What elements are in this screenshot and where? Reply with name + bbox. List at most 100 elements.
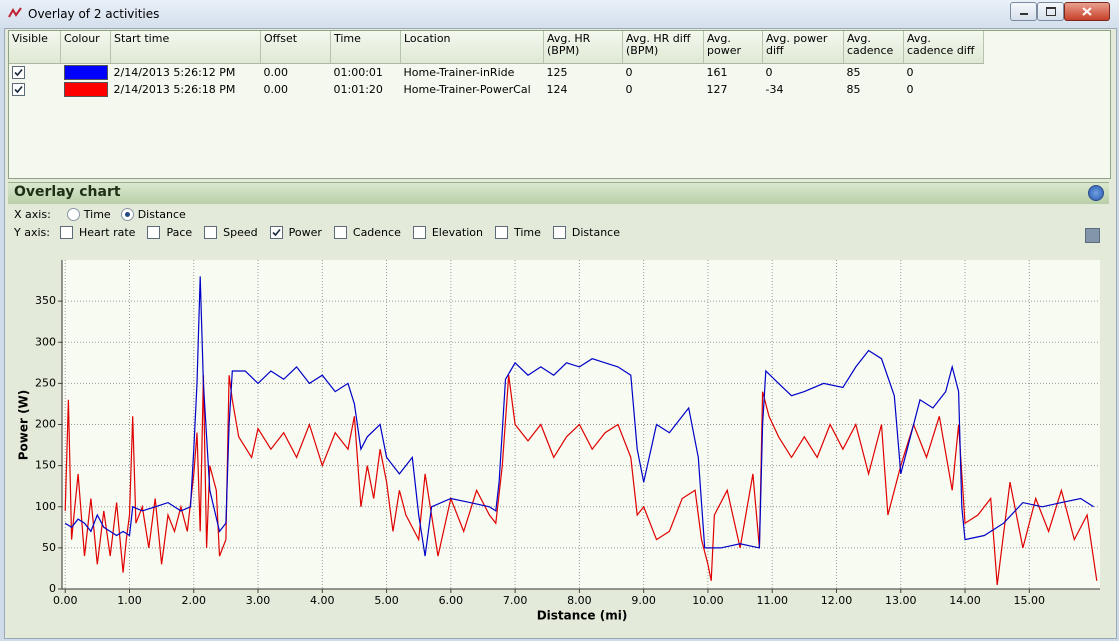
x-tick-label: 3.00: [246, 594, 271, 607]
table-cell: 0: [906, 66, 914, 79]
y-tick-label: 150: [35, 459, 56, 472]
table-cell: 01:01:20: [333, 83, 383, 96]
window-title: Overlay of 2 activities: [28, 7, 160, 21]
column-header: Avg. power: [703, 31, 763, 64]
column-header: Avg. cadence diff: [903, 31, 984, 64]
table-cell: 0: [625, 66, 633, 79]
y-tick-label: 350: [35, 294, 56, 307]
collapse-button[interactable]: [1088, 185, 1104, 201]
table-cell: 0.00: [263, 66, 289, 79]
x-tick-label: 6.00: [439, 594, 464, 607]
radio-label: Time: [83, 207, 111, 221]
x-tick-label: 4.00: [310, 594, 335, 607]
checkbox[interactable]: [333, 225, 347, 239]
visible-checkbox[interactable]: [12, 66, 25, 80]
column-header: Start time: [110, 31, 261, 64]
visible-checkbox[interactable]: [12, 83, 25, 97]
checkbox-label: Time: [513, 225, 541, 239]
x-tick-label: 5.00: [374, 594, 399, 607]
x-tick-label: 0.00: [53, 594, 78, 607]
x-tick-label: 13.00: [885, 594, 917, 607]
y-tick-label: 200: [35, 418, 56, 431]
table-cell: 01:00:01: [333, 66, 383, 79]
close-button[interactable]: [1064, 2, 1110, 21]
maximize-button[interactable]: [1037, 2, 1064, 21]
x-axis-title: Distance (mi): [537, 609, 628, 623]
colour-swatch: [63, 82, 108, 97]
visible-cell: [9, 81, 61, 98]
x-tick-label: 8.00: [567, 594, 592, 607]
x-axis-options: X axis: Time Distance: [14, 206, 192, 222]
activity-table: Visible Colour Start time Offset Time Locatio…: [8, 30, 1111, 179]
table-cell: 85: [846, 83, 861, 96]
app-icon: [8, 7, 22, 18]
table-cell: 124: [546, 83, 568, 96]
checkbox-label: Speed: [223, 225, 258, 239]
x-tick-label: 1.00: [117, 594, 142, 607]
checkbox[interactable]: [552, 225, 566, 239]
table-cell: 125: [546, 66, 568, 79]
x-tick-label: 15.00: [1014, 594, 1046, 607]
column-header: Colour: [60, 31, 111, 64]
table-cell: -34: [765, 83, 784, 96]
y-tick-label: 300: [35, 335, 56, 348]
checkbox-label: Power: [288, 225, 322, 239]
minimize-button[interactable]: [1010, 2, 1037, 21]
checkbox-label: Elevation: [431, 225, 483, 239]
y-tick-label: 0: [49, 582, 56, 595]
table-cell: 2/14/2013 5:26:18 PM: [113, 83, 236, 96]
checkbox-label: Heart rate: [78, 225, 136, 239]
radio-button[interactable]: [120, 207, 134, 221]
column-header: Offset: [260, 31, 331, 64]
x-tick-label: 9.00: [631, 594, 656, 607]
overlay-header: [8, 182, 1109, 204]
checkbox-label: Pace: [166, 225, 193, 239]
y-tick-label: 50: [42, 541, 56, 554]
table-cell: 2/14/2013 5:26:12 PM: [113, 66, 236, 79]
radio-dot: [124, 211, 130, 217]
chart: Distance (mi) Power (W) 0 50 100 150 200 250 3…: [17, 260, 1100, 623]
x-tick-label: 11.00: [756, 594, 788, 607]
y-tick-label: 250: [35, 376, 56, 389]
table-cell: 0: [765, 66, 773, 79]
x-tick-label: 7.00: [503, 594, 528, 607]
y-axis-options: Y axis: Heart rate Pace Speed Power Cadence El…: [14, 224, 624, 240]
table-row: 2/14/2013 5:26:18 PM 0.00 01:01:20 Home-Tra…: [9, 81, 984, 98]
save-button[interactable]: [1085, 228, 1100, 243]
column-header: Avg. cadence: [843, 31, 904, 64]
column-header: Avg. HR diff (BPM): [622, 31, 704, 64]
y-axis-title: Power (W): [17, 390, 31, 461]
checkbox[interactable]: [269, 225, 283, 239]
table-cell: 0: [625, 83, 633, 96]
column-header: Visible: [9, 31, 61, 64]
table-cell: Home-Trainer-PowerCal: [403, 83, 531, 96]
visible-cell: [9, 64, 61, 82]
table-cell: 0: [906, 83, 914, 96]
checkbox-label: Cadence: [352, 225, 401, 239]
checkbox[interactable]: [147, 225, 161, 239]
data-line: [64, 375, 1098, 585]
x-tick-label: 12.00: [821, 594, 853, 607]
table-cell: 0.00: [263, 83, 289, 96]
column-header: Avg. power diff: [762, 31, 844, 64]
radio-button[interactable]: [66, 207, 80, 221]
colour-cell: [61, 64, 111, 82]
y-axis-label: Y axis:: [14, 225, 50, 239]
checkbox[interactable]: [204, 225, 218, 239]
colour-cell: [61, 81, 111, 98]
x-axis-label: X axis:: [14, 207, 51, 221]
checkbox[interactable]: [494, 225, 508, 239]
table-cell: 161: [706, 66, 728, 79]
x-tick-label: 2.00: [182, 594, 207, 607]
checkbox[interactable]: [59, 225, 73, 239]
radio-label: Distance: [137, 207, 186, 221]
table-cell: 85: [846, 66, 861, 79]
table-row: 2/14/2013 5:26:12 PM 0.00 01:00:01 Home-Tra…: [9, 64, 984, 82]
checkbox-label: Distance: [571, 225, 620, 239]
data-line: [64, 276, 1094, 557]
checkbox[interactable]: [412, 225, 426, 239]
overlay-title: Overlay chart: [14, 184, 121, 200]
x-tick-label: 10.00: [692, 594, 724, 607]
column-header: Avg. HR (BPM): [543, 31, 623, 64]
